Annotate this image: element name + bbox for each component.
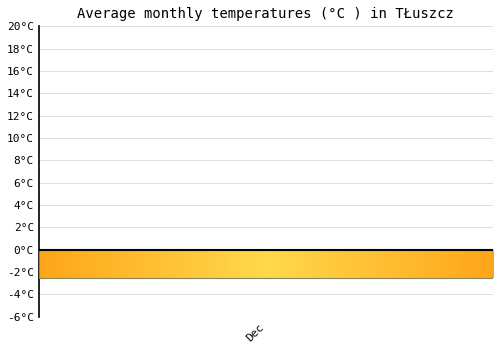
Title: Average monthly temperatures (°C ) in TŁuszcz: Average monthly temperatures (°C ) in TŁ…: [78, 7, 454, 21]
Bar: [39, 250, 493, 278]
